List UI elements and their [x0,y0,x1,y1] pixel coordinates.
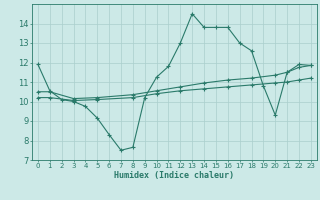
X-axis label: Humidex (Indice chaleur): Humidex (Indice chaleur) [115,171,234,180]
